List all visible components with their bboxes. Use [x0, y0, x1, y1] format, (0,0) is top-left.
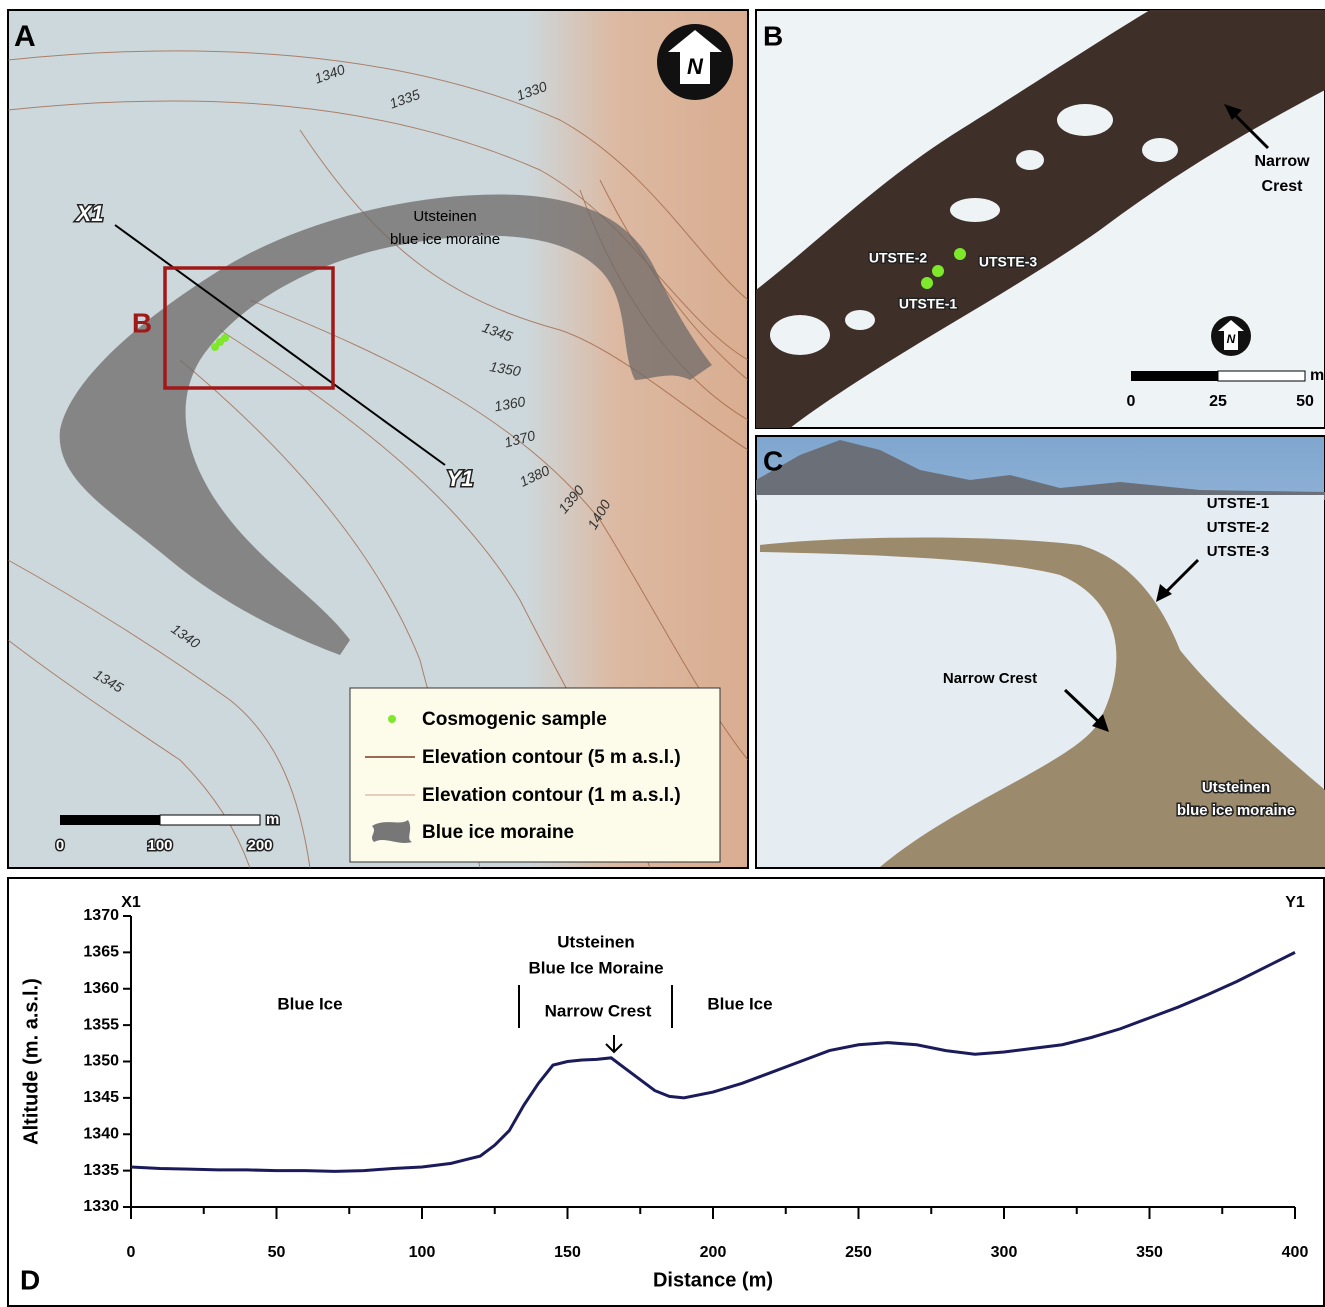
scale-unit: m — [1310, 367, 1324, 384]
inset-label: B — [132, 307, 152, 338]
y-tick-label: 1345 — [83, 1089, 119, 1106]
panel-a: A N 1340 1335 1330 1345 1350 1360 1370 1… — [8, 10, 748, 868]
moraine-label: Utsteinen — [1202, 779, 1270, 796]
x-tick-label: 350 — [1136, 1244, 1163, 1261]
scale-label: 50 — [1296, 393, 1314, 410]
panel-b: B Narrow Crest UTSTE-1 UTSTE-2 UTSTE-3 N… — [756, 10, 1325, 428]
profile-start: X1 — [75, 201, 104, 226]
profile-end: Y1 — [1285, 894, 1305, 911]
profile-start: X1 — [121, 894, 141, 911]
x-axis-title: Distance (m) — [653, 1269, 773, 1291]
panel-c: C UTSTE-1 UTSTE-2 UTSTE-3 Narrow Crest U… — [756, 436, 1325, 868]
y-axis-title: Altitude (m. a.s.l.) — [20, 978, 42, 1145]
annotation: Blue Ice — [277, 994, 342, 1013]
panel-label: B — [763, 20, 783, 51]
sample-label: UTSTE-2 — [869, 250, 928, 266]
panel-label: C — [763, 445, 783, 476]
scale-unit: m — [266, 811, 279, 828]
panel-d: 1330 1335 1340 1345 1350 1355 1360 1365 1370 0 50 1… — [8, 878, 1324, 1306]
panel-label: A — [14, 20, 36, 53]
x-tick-label: 400 — [1282, 1244, 1309, 1261]
x-tick-label: 100 — [409, 1244, 436, 1261]
scale-label: 25 — [1209, 393, 1227, 410]
annotation: Blue Ice Moraine — [528, 958, 663, 977]
y-tick-label: 1335 — [83, 1162, 119, 1179]
chart-frame — [8, 878, 1324, 1306]
x-tick-label: 250 — [845, 1244, 872, 1261]
scale-label: 0 — [56, 837, 64, 854]
x-tick-label: 50 — [268, 1244, 286, 1261]
scale-label: 100 — [147, 837, 172, 854]
sample-point — [221, 334, 229, 342]
sample-label: UTSTE-1 — [1207, 495, 1270, 512]
y-tick-label: 1350 — [83, 1053, 119, 1070]
y-tick-label: 1330 — [83, 1198, 119, 1215]
scale-bar — [160, 815, 260, 825]
scale-label: 200 — [247, 837, 272, 854]
legend-label: Blue ice moraine — [422, 822, 574, 843]
y-tick-label: 1360 — [83, 980, 119, 997]
x-tick-label: 200 — [700, 1244, 727, 1261]
sample-label: UTSTE-3 — [979, 254, 1038, 270]
north-letter: N — [1227, 332, 1236, 346]
y-tick-label: 1365 — [83, 944, 119, 961]
sample-label: UTSTE-2 — [1207, 519, 1270, 536]
scale-bar — [60, 815, 160, 825]
sample-label: UTSTE-1 — [899, 296, 958, 312]
sample-point — [954, 248, 966, 260]
legend-label: Elevation contour (5 m a.s.l.) — [422, 747, 681, 768]
y-tick-label: 1355 — [83, 1016, 119, 1033]
crest-label: Narrow Crest — [943, 670, 1037, 687]
legend-symbol — [372, 820, 412, 843]
legend-label: Elevation contour (1 m a.s.l.) — [422, 785, 681, 806]
sample-point — [921, 277, 933, 289]
sample-point — [932, 265, 944, 277]
figure: A N 1340 1335 1330 1345 1350 1360 1370 1… — [0, 0, 1325, 1307]
annotation: Utsteinen — [557, 932, 634, 951]
x-tick-label: 0 — [127, 1244, 136, 1261]
moraine-label: blue ice moraine — [1177, 802, 1295, 819]
crest-label: Crest — [1262, 178, 1304, 195]
annotation: Blue Ice — [707, 994, 772, 1013]
crest-label: Narrow — [1254, 153, 1310, 170]
legend-label: Cosmogenic sample — [422, 709, 607, 730]
legend-symbol — [388, 715, 396, 723]
profile-end: Y1 — [447, 466, 474, 491]
moraine-label: blue ice moraine — [390, 231, 500, 248]
y-tick-label: 1340 — [83, 1125, 119, 1142]
scale-bar — [1131, 371, 1218, 381]
annotation: Narrow Crest — [545, 1001, 652, 1020]
y-tick-label: 1370 — [83, 907, 119, 924]
scale-bar — [1218, 371, 1305, 381]
moraine-label: Utsteinen — [413, 208, 476, 225]
x-tick-label: 150 — [554, 1244, 581, 1261]
x-tick-label: 300 — [991, 1244, 1018, 1261]
panel-label: D — [20, 1264, 40, 1295]
north-letter: N — [687, 54, 704, 79]
scale-label: 0 — [1127, 393, 1136, 410]
sample-label: UTSTE-3 — [1207, 543, 1270, 560]
